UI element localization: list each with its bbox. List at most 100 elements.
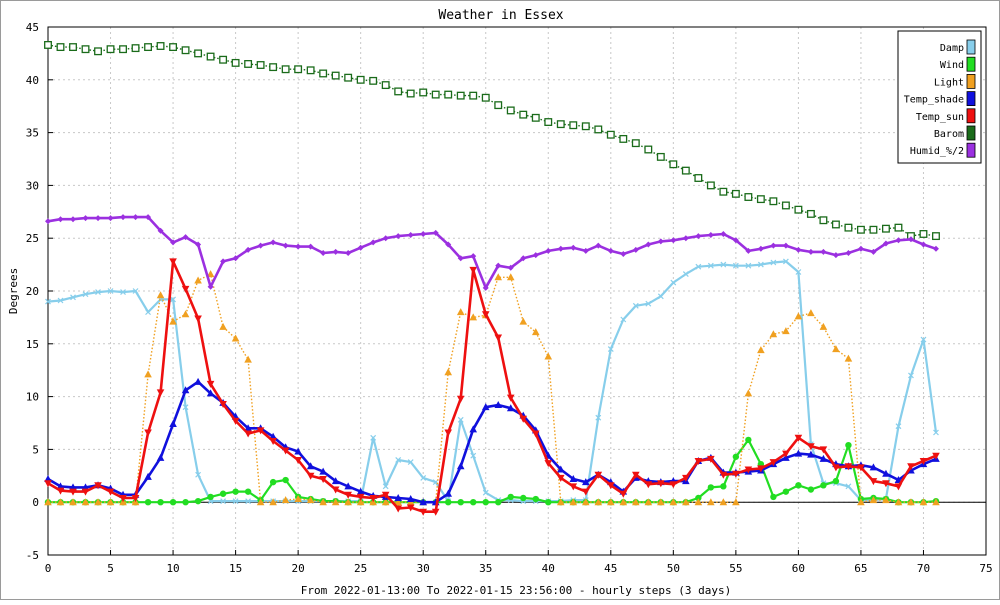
data-point-humid-2 [257,242,264,249]
data-point-light [869,496,878,504]
data-point-barom [331,71,340,80]
data-point-temp-sun [857,464,865,472]
data-point-barom [244,60,253,68]
data-point-temp-shade [306,462,315,470]
data-point-barom [594,125,603,134]
data-point-temp-shade [394,493,402,501]
data-point-temp-sun [744,466,753,474]
data-point-temp-shade [144,472,152,480]
data-point-barom [419,88,428,97]
y-tick-label: 5 [32,443,39,456]
data-point-humid-2 [920,241,927,248]
data-point-wind [207,493,214,501]
data-point-barom [456,91,465,100]
legend-swatch [966,142,976,158]
data-point-light [244,355,252,363]
data-point-humid-2 [645,241,652,248]
data-point-damp [670,279,677,286]
data-point-humid-2 [420,230,427,237]
data-point-damp [920,336,927,343]
data-point-barom [644,145,653,154]
data-point-humid-2 [820,248,827,255]
data-point-barom [531,113,540,122]
data-point-damp [795,269,802,275]
data-point-wind [182,499,189,506]
data-point-humid-2 [607,247,614,254]
data-point-damp [132,288,139,294]
data-point-damp [395,457,402,463]
data-point-temp-shade [506,404,515,412]
data-point-light [194,276,202,284]
data-point-barom [94,47,102,56]
data-point-humid-2 [582,247,589,254]
data-point-barom [106,45,115,54]
legend-swatch [966,91,976,106]
data-point-wind [194,497,202,505]
data-point-humid-2 [57,216,64,223]
data-point-temp-sun [544,460,553,468]
data-point-humid-2 [207,283,214,290]
data-point-temp-shade [356,487,365,495]
data-point-damp [782,258,789,265]
data-point-humid-2 [445,241,452,248]
data-point-temp-shade [882,469,890,477]
data-point-barom [856,225,865,234]
data-point-barom [231,58,240,67]
data-point-humid-2 [720,230,727,237]
data-point-wind [820,482,827,489]
data-point-barom [306,66,315,75]
data-point-damp [195,471,202,478]
data-point-barom [406,89,415,98]
data-point-damp [95,289,101,295]
data-point-damp [370,434,377,441]
data-point-barom [544,118,553,126]
data-point-barom [694,174,703,182]
data-point-temp-sun [694,458,703,466]
legend-label: Temp_sun [916,112,964,123]
data-point-light [757,346,765,354]
data-point-temp-shade [156,453,165,461]
data-point-damp [82,291,89,298]
data-point-temp-sun [707,455,715,463]
data-point-temp-shade [294,447,302,455]
data-point-barom [344,73,353,82]
data-point-light [94,498,102,506]
data-point-humid-2 [895,237,902,244]
data-point-temp-sun [719,471,728,479]
data-point-barom [481,93,490,102]
data-point-light [331,498,340,506]
data-point-barom [769,197,778,206]
data-point-barom [881,224,890,233]
data-point-humid-2 [457,255,464,262]
data-point-humid-2 [532,252,539,259]
x-tick-label: 10 [166,562,179,575]
legend-swatch [966,108,976,124]
data-point-temp-sun [131,494,140,502]
data-point-humid-2 [520,255,527,262]
data-point-temp-shade [569,474,578,482]
chart-title: Weather in Essex [438,8,563,23]
data-point-light [932,498,940,506]
data-point-barom [844,223,853,232]
data-point-damp [895,423,902,430]
data-point-light [344,498,352,506]
data-point-humid-2 [907,236,914,243]
data-point-temp-shade [819,454,828,462]
data-point-damp [732,262,739,269]
data-point-humid-2 [932,245,939,252]
data-point-humid-2 [195,241,202,248]
legend-swatch [966,39,976,55]
data-point-temp-sun [406,504,415,512]
data-point-temp-sun [331,486,340,494]
data-point-temp-sun [732,470,740,478]
data-point-barom [319,69,328,78]
data-point-light [169,317,177,325]
data-point-damp [607,346,614,353]
data-point-light [319,498,327,506]
data-point-barom [381,81,390,90]
data-point-light [556,498,565,506]
data-point-light [219,322,227,330]
data-point-temp-sun [769,459,778,467]
data-point-temp-sun [44,480,52,488]
data-point-wind [157,499,164,506]
